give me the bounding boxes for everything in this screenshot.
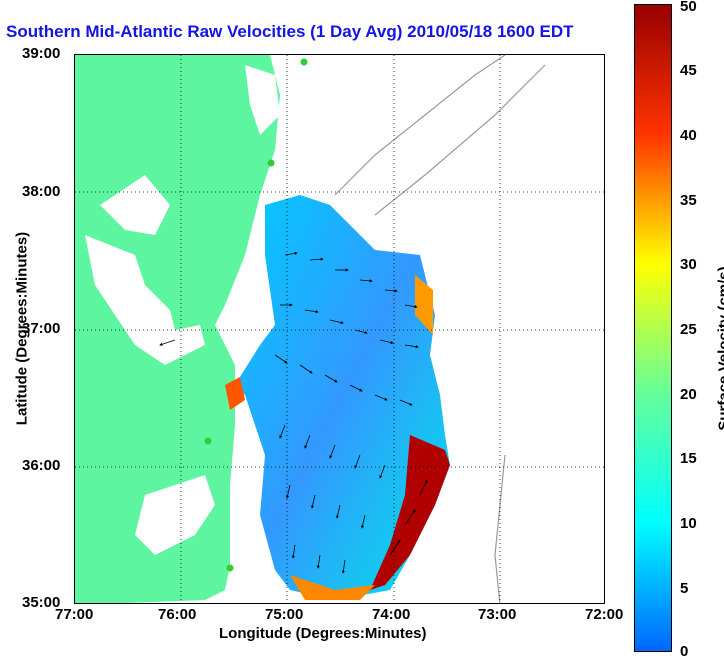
colorbar (634, 4, 672, 652)
x-tick-label: 73:00 (478, 606, 516, 623)
colorbar-tick: 20 (680, 386, 697, 403)
colorbar-label: Surface Velocity (cm/s) (716, 239, 724, 459)
hf-radar-station (227, 565, 234, 572)
colorbar-tick: 45 (680, 62, 697, 79)
colorbar-tick: 0 (680, 643, 688, 660)
y-axis-label: Latitude (Degrees:Minutes) (14, 229, 31, 429)
colorbar-tick: 10 (680, 515, 697, 532)
plot-title: Southern Mid-Atlantic Raw Velocities (1 … (6, 22, 574, 42)
map-panel (74, 54, 605, 604)
x-tick-label: 77:00 (55, 606, 93, 623)
y-tick-label: 38:00 (22, 183, 60, 200)
x-tick-label: 74:00 (372, 606, 410, 623)
colorbar-tick: 35 (680, 192, 697, 209)
x-axis-label: Longitude (Degrees:Minutes) (219, 625, 427, 642)
colorbar-tick: 40 (680, 127, 697, 144)
hf-radar-station (301, 59, 308, 66)
colorbar-tick: 50 (680, 0, 697, 15)
x-tick-label: 72:00 (585, 606, 623, 623)
colorbar-tick: 5 (680, 580, 688, 597)
hf-radar-station (268, 160, 275, 167)
y-tick-label: 39:00 (22, 45, 60, 62)
contour-line (335, 55, 505, 195)
map-svg (75, 55, 605, 604)
y-tick-label: 36:00 (22, 457, 60, 474)
colorbar-tick: 15 (680, 450, 697, 467)
hf-radar-station (205, 438, 212, 445)
colorbar-tick: 30 (680, 256, 697, 273)
x-tick-label: 76:00 (158, 606, 196, 623)
contour-line (495, 455, 505, 604)
colorbar-tick: 25 (680, 321, 697, 338)
x-tick-label: 75:00 (265, 606, 303, 623)
